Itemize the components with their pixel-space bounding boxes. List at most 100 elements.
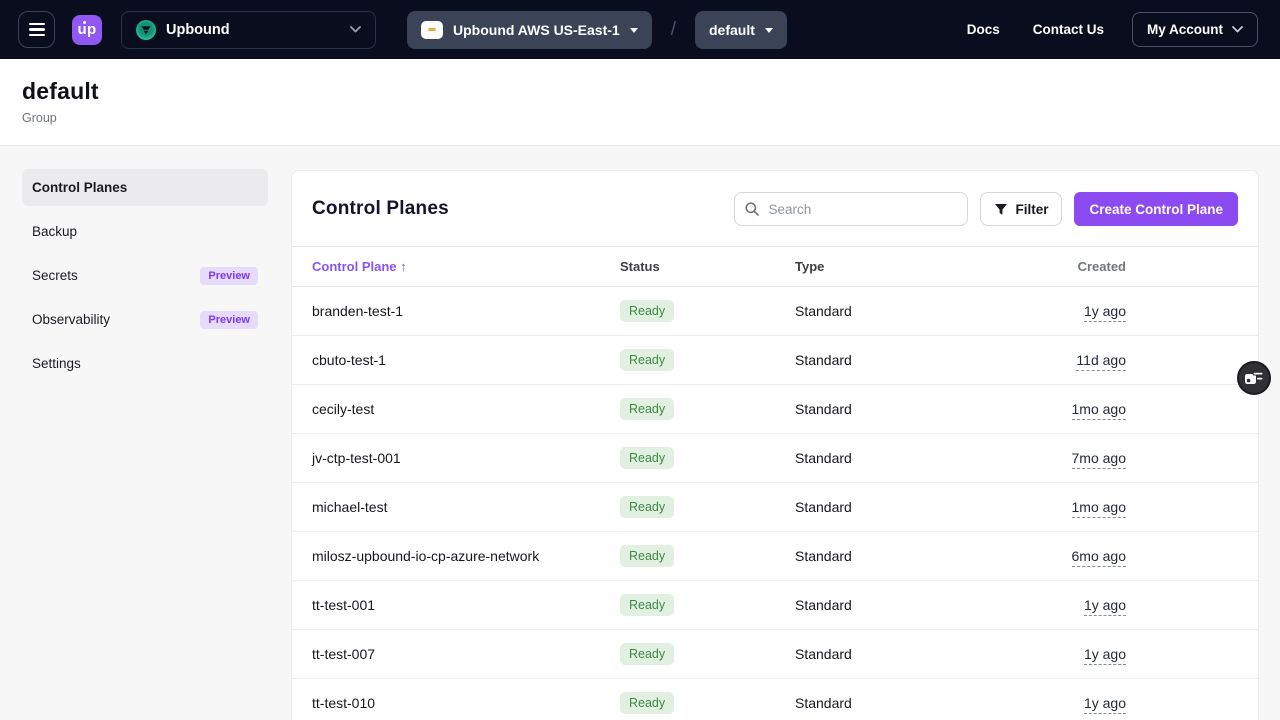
control-plane-name[interactable]: tt-test-007 <box>312 646 376 662</box>
contact-us-link[interactable]: Contact Us <box>1032 22 1104 37</box>
control-plane-type: Standard <box>795 695 852 711</box>
status-cell: Ready <box>620 545 795 567</box>
created-cell: 6mo ago <box>1035 548 1238 567</box>
chevron-down-icon <box>350 26 361 33</box>
status-cell: Ready <box>620 496 795 518</box>
controlplane-selector[interactable]: Upbound AWS US-East-1 <box>407 10 652 49</box>
control-plane-type: Standard <box>795 646 852 662</box>
control-plane-name[interactable]: cbuto-test-1 <box>312 352 386 368</box>
created-cell: 1y ago <box>1035 303 1238 322</box>
status-cell: Ready <box>620 349 795 371</box>
caret-down-icon <box>629 28 638 33</box>
status-cell: Ready <box>620 398 795 420</box>
status-badge: Ready <box>620 398 675 420</box>
control-plane-type: Standard <box>795 303 852 319</box>
table-row[interactable]: tt-test-001 Ready Standard 1y ago <box>292 581 1258 630</box>
status-badge: Ready <box>620 594 675 616</box>
created-cell: 1mo ago <box>1035 401 1238 420</box>
column-header-control-plane[interactable]: Control Plane ↑ <box>312 259 620 274</box>
panel-actions: Filter Create Control Plane <box>734 192 1238 226</box>
control-plane-type: Standard <box>795 401 852 417</box>
created-time: 1mo ago <box>1071 401 1126 420</box>
sidebar-item-control-planes[interactable]: Control Planes <box>22 169 268 206</box>
control-plane-type: Standard <box>795 499 852 515</box>
panel-title: Control Planes <box>312 198 449 219</box>
control-plane-type: Standard <box>795 450 852 466</box>
created-time: 1mo ago <box>1071 499 1126 518</box>
created-time: 6mo ago <box>1071 548 1126 567</box>
table-row[interactable]: cecily-test Ready Standard 1mo ago <box>292 385 1258 434</box>
table-row[interactable]: michael-test Ready Standard 1mo ago <box>292 483 1258 532</box>
sidebar-item-label: Backup <box>32 224 78 239</box>
page-header: default Group <box>0 59 1280 146</box>
column-header-created[interactable]: Created <box>1077 259 1126 274</box>
sidebar-item-backup[interactable]: Backup <box>22 213 268 250</box>
created-time: 1y ago <box>1083 695 1126 714</box>
page-body: Control Planes Backup Secrets Preview Ob… <box>0 146 1280 720</box>
feedback-widget-button[interactable] <box>1237 361 1271 395</box>
sidebar: Control Planes Backup Secrets Preview Ob… <box>0 146 291 720</box>
sidebar-item-secrets[interactable]: Secrets Preview <box>22 257 268 294</box>
sidebar-item-label: Observability <box>32 312 111 327</box>
table-body: branden-test-1 Ready Standard 1y ago cbu… <box>292 287 1258 720</box>
created-cell: 1y ago <box>1035 646 1238 665</box>
id-card-list-icon <box>1245 371 1264 384</box>
control-plane-name[interactable]: michael-test <box>312 499 388 515</box>
column-header-status[interactable]: Status <box>620 259 660 274</box>
control-plane-name[interactable]: cecily-test <box>312 401 375 417</box>
menu-button[interactable] <box>18 11 55 48</box>
created-cell: 7mo ago <box>1035 450 1238 469</box>
status-badge: Ready <box>620 300 675 322</box>
upbound-logo[interactable]: up <box>72 14 102 45</box>
caret-down-icon <box>764 28 773 33</box>
group-selector-label: default <box>708 21 755 38</box>
status-cell: Ready <box>620 447 795 469</box>
logo-text: up <box>77 21 97 38</box>
status-cell: Ready <box>620 643 795 665</box>
control-plane-name[interactable]: milosz-upbound-io-cp-azure-network <box>312 548 540 564</box>
status-cell: Ready <box>620 300 795 322</box>
table-row[interactable]: tt-test-010 Ready Standard 1y ago <box>292 679 1258 720</box>
filter-button[interactable]: Filter <box>980 192 1063 226</box>
status-cell: Ready <box>620 594 795 616</box>
search-input[interactable] <box>734 192 969 226</box>
preview-badge: Preview <box>200 310 258 329</box>
status-badge: Ready <box>620 447 675 469</box>
sidebar-item-label: Secrets <box>32 268 78 283</box>
search-box <box>734 192 969 226</box>
created-time: 11d ago <box>1076 352 1126 371</box>
created-time: 7mo ago <box>1071 450 1126 469</box>
control-plane-name[interactable]: tt-test-001 <box>312 597 376 613</box>
table-row[interactable]: milosz-upbound-io-cp-azure-network Ready… <box>292 532 1258 581</box>
group-selector[interactable]: default <box>694 10 787 49</box>
table-row[interactable]: cbuto-test-1 Ready Standard 11d ago <box>292 336 1258 385</box>
control-plane-name[interactable]: jv-ctp-test-001 <box>312 450 401 466</box>
table-row[interactable]: branden-test-1 Ready Standard 1y ago <box>292 287 1258 336</box>
control-plane-name[interactable]: tt-test-010 <box>312 695 376 711</box>
sidebar-item-settings[interactable]: Settings <box>22 345 268 382</box>
org-selector-label: Upbound <box>166 21 230 38</box>
status-badge: Ready <box>620 643 675 665</box>
create-control-plane-button[interactable]: Create Control Plane <box>1074 192 1238 226</box>
sidebar-item-observability[interactable]: Observability Preview <box>22 301 268 338</box>
docs-link[interactable]: Docs <box>966 22 1000 37</box>
table-header: Control Plane ↑ Status Type Created <box>292 246 1258 287</box>
page-title: default <box>22 78 99 104</box>
table-row[interactable]: jv-ctp-test-001 Ready Standard 7mo ago <box>292 434 1258 483</box>
control-plane-name[interactable]: branden-test-1 <box>312 303 404 319</box>
status-badge: Ready <box>620 496 675 518</box>
created-cell: 1y ago <box>1035 695 1238 714</box>
control-plane-type: Standard <box>795 548 852 564</box>
status-badge: Ready <box>620 692 675 714</box>
preview-badge: Preview <box>200 266 258 285</box>
my-account-label: My Account <box>1146 22 1223 37</box>
column-header-type[interactable]: Type <box>795 259 825 274</box>
sort-arrow-up-icon: ↑ <box>400 259 407 274</box>
org-selector[interactable]: Upbound <box>121 10 376 49</box>
created-cell: 1mo ago <box>1035 499 1238 518</box>
funnel-icon <box>995 203 1008 215</box>
status-cell: Ready <box>620 692 795 714</box>
table-row[interactable]: tt-test-007 Ready Standard 1y ago <box>292 630 1258 679</box>
my-account-button[interactable]: My Account <box>1131 12 1258 47</box>
